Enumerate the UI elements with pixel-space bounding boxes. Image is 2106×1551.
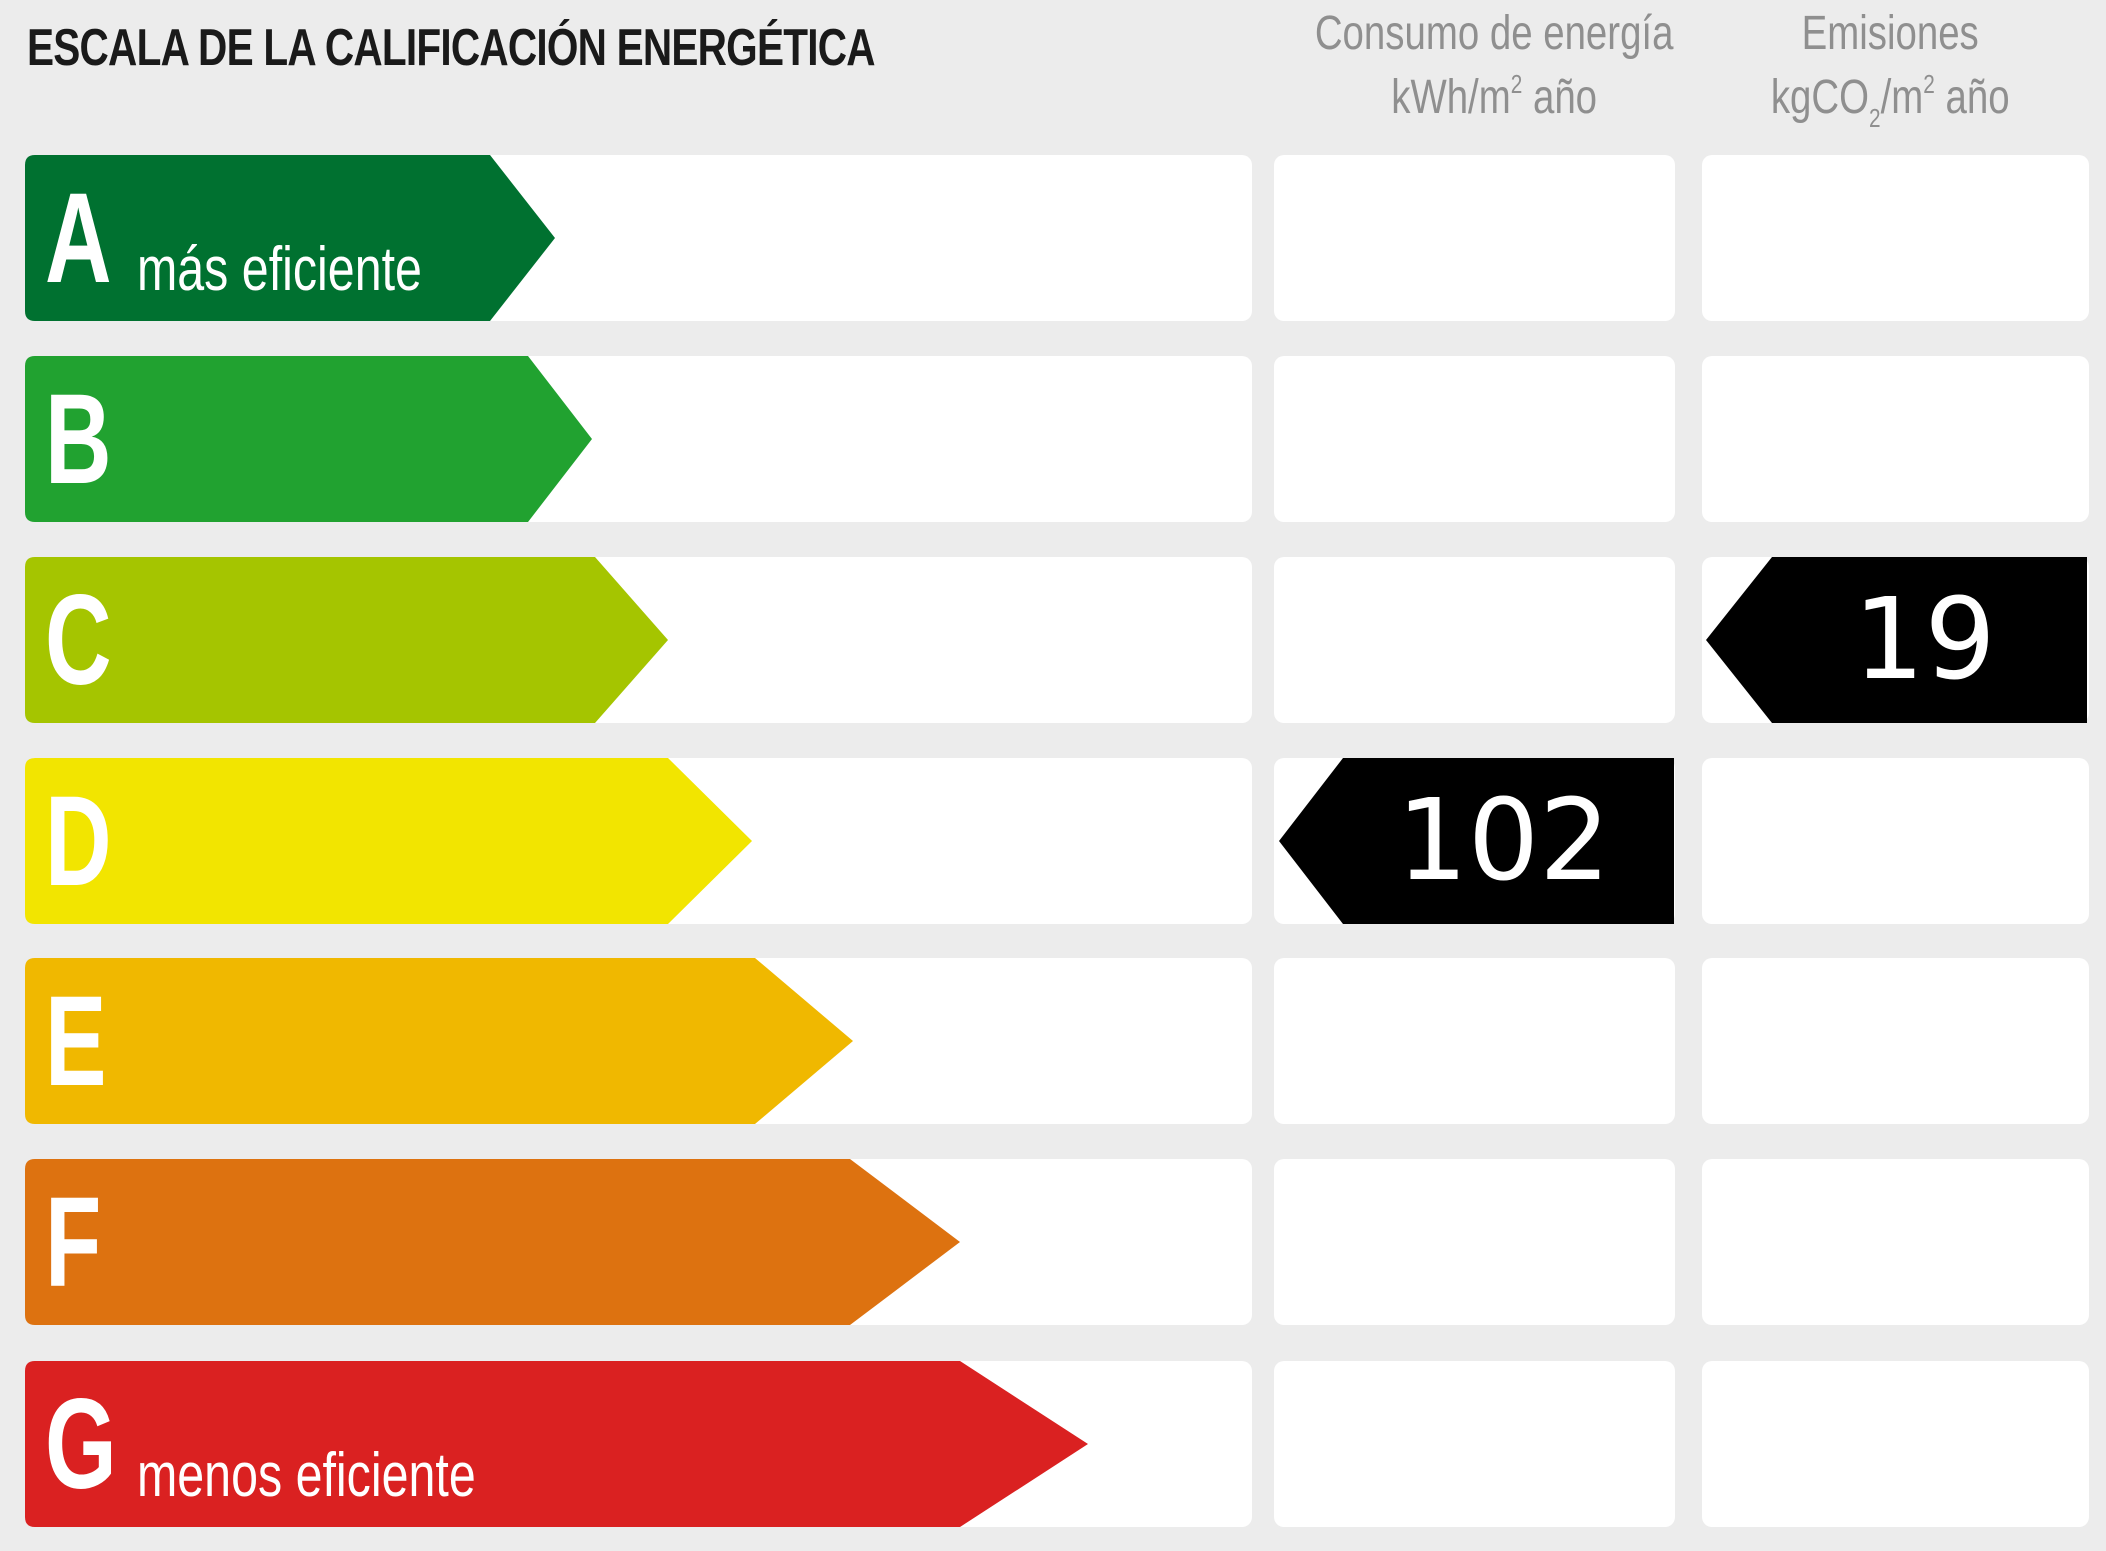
arrow-shape-icon bbox=[25, 958, 853, 1124]
rating-bar-e: E bbox=[25, 958, 853, 1124]
energy-cell-g bbox=[1274, 1361, 1675, 1527]
rating-letter: A bbox=[45, 167, 112, 310]
rating-letter: B bbox=[45, 368, 112, 511]
pointer-arrow-icon bbox=[1706, 557, 2087, 723]
page-title: ESCALA DE LA CALIFICACIÓN ENERGÉTICA bbox=[27, 19, 876, 77]
energy-cell-f bbox=[1274, 1159, 1675, 1325]
arrow-shape-icon bbox=[25, 1159, 960, 1325]
energy-cell-c bbox=[1274, 557, 1675, 723]
rating-sublabel: más eficiente bbox=[137, 235, 422, 304]
energy-header-line1: Consumo de energía bbox=[1314, 7, 1674, 60]
rating-bar-d: D bbox=[25, 758, 752, 924]
arrow-shape-icon bbox=[25, 758, 752, 924]
rating-bar-b: B bbox=[25, 356, 592, 522]
emissions-indicator: 19 bbox=[1702, 557, 2087, 723]
energy-indicator-value: 102 bbox=[1396, 776, 1611, 906]
arrow-shape-icon bbox=[25, 1361, 1088, 1527]
emissions-cell-b bbox=[1702, 356, 2089, 522]
emissions-indicator-value: 19 bbox=[1853, 575, 1996, 705]
energy-cell-e bbox=[1274, 958, 1675, 1124]
energy-cell-b bbox=[1274, 356, 1675, 522]
emissions-header-line1: Emisiones bbox=[1801, 7, 1979, 60]
arrow-shape-icon bbox=[25, 155, 555, 321]
emissions-column-header: Emisiones kgCO2/m2 año bbox=[1690, 2, 2090, 133]
rating-letter: C bbox=[45, 569, 112, 712]
energy-column-header: Consumo de energía kWh/m2 año bbox=[1270, 2, 1680, 130]
rating-letter: G bbox=[45, 1373, 117, 1516]
rating-bar-c: C bbox=[25, 557, 668, 723]
rating-letter: F bbox=[45, 1171, 102, 1314]
emissions-cell-f bbox=[1702, 1159, 2089, 1325]
rating-bar-f: F bbox=[25, 1159, 960, 1325]
emissions-cell-g bbox=[1702, 1361, 2089, 1527]
emissions-cell-d bbox=[1702, 758, 2089, 924]
arrow-shape-icon bbox=[25, 557, 668, 723]
emissions-header-units: kgCO2/m2 año bbox=[1770, 69, 2010, 133]
emissions-cell-e bbox=[1702, 958, 2089, 1124]
arrow-shape-icon bbox=[25, 356, 592, 522]
pointer-arrow-icon bbox=[1279, 758, 1674, 924]
emissions-cell-a bbox=[1702, 155, 2089, 321]
rating-sublabel: menos eficiente bbox=[137, 1441, 476, 1510]
rating-letter: D bbox=[45, 770, 112, 913]
energy-header-units: kWh/m2 año bbox=[1391, 69, 1598, 124]
rating-letter: E bbox=[45, 970, 107, 1113]
energy-indicator: 102 bbox=[1275, 758, 1674, 924]
energy-cell-a bbox=[1274, 155, 1675, 321]
